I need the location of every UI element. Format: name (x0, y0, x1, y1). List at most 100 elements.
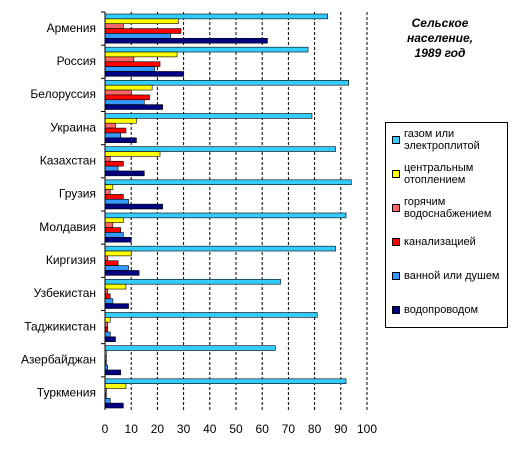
x-tick-label: 0 (102, 422, 109, 436)
bar (104, 137, 137, 143)
chart-title: Сельское население, 1989 год (385, 16, 495, 61)
legend-swatch (392, 272, 400, 280)
legend-entry: газом или электроплитой (392, 123, 504, 157)
bar (104, 71, 184, 77)
legend-swatch (392, 170, 400, 178)
bar (104, 66, 156, 72)
bar (104, 89, 132, 96)
legend-swatch (392, 238, 400, 246)
x-tick-label: 10 (125, 422, 139, 436)
bar (104, 303, 129, 309)
bar (104, 80, 349, 86)
legend-label: горячим водоснабжением (404, 196, 492, 220)
bar (104, 84, 153, 91)
legend-entry: центральным отоплением (392, 157, 504, 191)
x-tick-label: 30 (177, 422, 191, 436)
bar (104, 383, 127, 389)
bar (104, 104, 163, 110)
legend-entry: ванной или душем (392, 259, 504, 293)
legend-entry: канализацией (392, 225, 504, 259)
bar (104, 298, 114, 304)
bar (104, 170, 145, 177)
x-tick-label: 70 (282, 422, 296, 436)
bar (104, 61, 161, 67)
bar (104, 13, 328, 20)
y-tick-label: Армения (47, 21, 96, 35)
bar (104, 198, 129, 205)
bar (104, 165, 119, 172)
bar (104, 336, 116, 342)
bar (104, 33, 171, 39)
bar (104, 217, 124, 224)
legend-swatch (392, 204, 400, 212)
legend: газом или электроплитой центральным отопл… (385, 122, 508, 328)
bar (104, 331, 111, 338)
bar (104, 127, 127, 134)
y-tick-label: Украина (50, 120, 96, 134)
x-tick-label: 90 (334, 422, 348, 436)
bar (104, 369, 122, 376)
legend-swatch (392, 306, 400, 314)
bar (104, 51, 178, 58)
legend-entry: водопроводом (392, 293, 504, 327)
title-line: Сельское (411, 16, 469, 30)
x-tick-label: 60 (256, 422, 270, 436)
y-tick-label: Белоруссия (30, 87, 96, 101)
bar (104, 189, 111, 195)
x-tick-label: 100 (357, 422, 377, 436)
bar (104, 146, 336, 152)
bar (104, 317, 111, 323)
bar (104, 378, 347, 384)
bar (104, 222, 114, 228)
bar (104, 113, 313, 119)
title-line: 1989 год (414, 46, 466, 60)
bar (104, 56, 135, 63)
y-tick-label: Грузия (59, 187, 96, 201)
bar (104, 260, 119, 266)
bar (104, 212, 347, 219)
bar (104, 245, 336, 252)
bar (104, 18, 179, 25)
bar (104, 38, 268, 44)
legend-label: центральным отоплением (404, 162, 474, 186)
bar (104, 132, 122, 139)
x-tick-label: 50 (229, 422, 243, 436)
bar (104, 283, 127, 290)
bar (104, 122, 116, 129)
bar (104, 312, 318, 318)
bar (104, 227, 122, 233)
bar (104, 184, 114, 190)
bar (104, 179, 352, 185)
y-tick-label: Туркмения (37, 386, 96, 400)
bar (104, 160, 124, 167)
bar (104, 94, 150, 101)
bar (104, 397, 111, 404)
bar (104, 237, 132, 243)
bar (104, 118, 137, 124)
legend-entry: горячим водоснабжением (392, 191, 504, 225)
x-tick-label: 40 (203, 422, 217, 436)
bar (104, 99, 145, 105)
bar (104, 46, 309, 53)
bar (104, 402, 124, 409)
bar (104, 293, 111, 300)
bar (104, 345, 276, 351)
legend-label: газом или электроплитой (404, 128, 480, 152)
x-tick-label: 20 (151, 422, 165, 436)
bar (104, 232, 124, 238)
y-tick-label: Россия (57, 54, 96, 68)
y-tick-label: Киргизия (46, 253, 96, 267)
bar (104, 270, 140, 276)
y-tick-label: Узбекистан (34, 286, 96, 300)
bar (104, 194, 124, 200)
bar (104, 28, 182, 34)
y-tick-label: Казахстан (40, 153, 96, 167)
bar (104, 151, 161, 157)
bar (104, 23, 124, 29)
legend-label: канализацией (404, 236, 476, 248)
bar (104, 203, 163, 210)
bar (104, 250, 132, 257)
y-tick-label: Азербайджан (21, 352, 96, 366)
y-tick-label: Молдавия (39, 220, 96, 234)
